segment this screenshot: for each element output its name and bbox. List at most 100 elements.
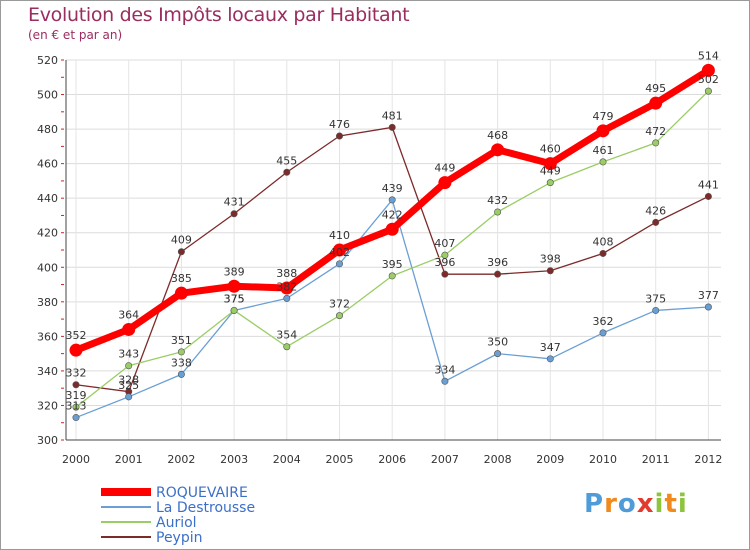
logo-letter: t (664, 489, 678, 519)
data-point (227, 279, 241, 293)
data-label: 514 (698, 49, 719, 62)
x-tick-label: 2003 (220, 453, 248, 466)
data-label: 481 (382, 109, 403, 122)
data-point (543, 157, 557, 171)
data-label: 431 (224, 196, 245, 209)
data-point (280, 281, 294, 295)
data-point (335, 260, 343, 268)
data-point (701, 63, 715, 77)
data-label: 472 (645, 125, 666, 138)
x-tick-label: 2009 (536, 453, 564, 466)
data-label: 439 (382, 182, 403, 195)
data-label: 449 (434, 162, 455, 175)
y-tick-label: 320 (37, 399, 58, 412)
data-point (388, 272, 396, 280)
logo-letter: P (584, 489, 605, 519)
data-label: 476 (329, 118, 350, 131)
data-point (652, 139, 660, 147)
legend-label: ROQUEVAIRE (156, 485, 248, 501)
data-point (599, 249, 607, 257)
data-label: 460 (540, 143, 561, 156)
data-point (125, 362, 133, 370)
y-tick-label: 420 (37, 227, 58, 240)
data-point (491, 143, 505, 157)
y-tick-label: 400 (37, 261, 58, 274)
data-point (177, 348, 185, 356)
data-point (388, 196, 396, 204)
x-tick-label: 2007 (431, 453, 459, 466)
data-point (72, 381, 80, 389)
legend-label: Peypin (156, 530, 203, 546)
data-point (230, 306, 238, 314)
data-label: 372 (329, 298, 350, 311)
data-label: 502 (698, 73, 719, 86)
x-tick-label: 2001 (115, 453, 143, 466)
data-label: 319 (66, 389, 87, 402)
data-label: 385 (171, 272, 192, 285)
data-label: 388 (276, 267, 297, 280)
data-point (388, 123, 396, 131)
x-tick-label: 2008 (484, 453, 512, 466)
y-tick-label: 300 (37, 434, 58, 447)
data-point (283, 343, 291, 351)
data-label: 426 (645, 204, 666, 217)
data-label: 468 (487, 129, 508, 142)
data-label: 432 (487, 194, 508, 207)
data-label: 410 (329, 229, 350, 242)
x-tick-label: 2012 (694, 453, 722, 466)
data-point (599, 158, 607, 166)
logo-letter: r (604, 489, 618, 519)
data-label: 338 (171, 356, 192, 369)
y-tick-label: 500 (37, 89, 58, 102)
x-tick-label: 2002 (167, 453, 195, 466)
data-label: 461 (593, 144, 614, 157)
data-label: 354 (276, 329, 297, 342)
data-label: 408 (593, 235, 614, 248)
proxiti-logo: Proxiti (584, 489, 688, 519)
data-label: 375 (224, 292, 245, 305)
data-point (125, 393, 133, 401)
data-point (441, 270, 449, 278)
data-point (546, 179, 554, 187)
data-label: 362 (593, 315, 614, 328)
data-point (385, 222, 399, 236)
y-tick-label: 340 (37, 365, 58, 378)
data-label: 382 (276, 280, 297, 293)
data-label: 409 (171, 234, 192, 247)
data-label: 479 (593, 110, 614, 123)
data-label: 455 (276, 154, 297, 167)
data-label: 377 (698, 289, 719, 302)
data-label: 375 (645, 292, 666, 305)
data-point (494, 208, 502, 216)
data-label: 396 (434, 256, 455, 269)
data-label: 332 (66, 367, 87, 380)
data-label: 347 (540, 341, 561, 354)
x-tick-label: 2010 (589, 453, 617, 466)
data-point (177, 370, 185, 378)
data-point (649, 96, 663, 110)
data-point (704, 192, 712, 200)
chart-subtitle: (en € et par an) (28, 28, 123, 42)
data-label: 407 (434, 237, 455, 250)
y-tick-label: 480 (37, 123, 58, 136)
x-tick-label: 2006 (378, 453, 406, 466)
data-point (230, 210, 238, 218)
data-point (441, 251, 449, 259)
data-point (335, 132, 343, 140)
data-label: 375 (224, 292, 245, 305)
data-point (438, 176, 452, 190)
legend-label: La Destrousse (156, 500, 255, 516)
y-tick-label: 360 (37, 330, 58, 343)
data-label: 495 (645, 82, 666, 95)
data-label: 351 (171, 334, 192, 347)
data-point (283, 168, 291, 176)
logo-letter: o (617, 489, 637, 519)
y-tick-label: 440 (37, 192, 58, 205)
data-label: 325 (118, 379, 139, 392)
data-point (174, 286, 188, 300)
data-point (177, 248, 185, 256)
data-point (494, 350, 502, 358)
data-label: 343 (118, 348, 139, 361)
